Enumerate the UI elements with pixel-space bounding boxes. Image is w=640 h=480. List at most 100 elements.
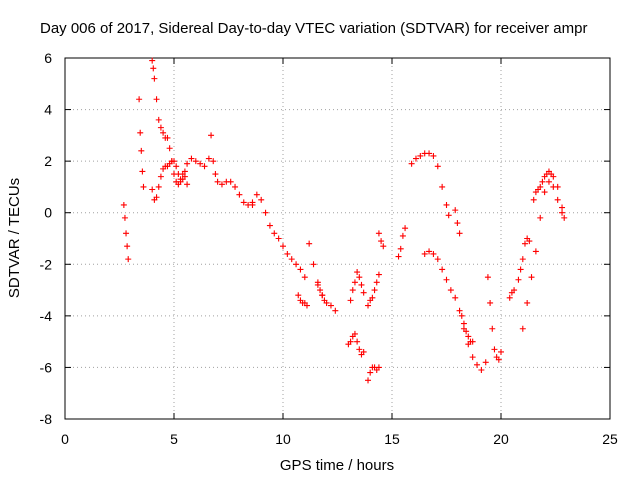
data-point bbox=[280, 243, 286, 250]
data-point bbox=[519, 256, 526, 263]
series-arc-13 bbox=[395, 225, 409, 260]
data-point bbox=[149, 57, 156, 64]
y-axis-label: SDTVAR / TECUs bbox=[6, 178, 23, 298]
data-point bbox=[434, 163, 441, 170]
data-point bbox=[306, 240, 313, 247]
data-point bbox=[554, 183, 561, 190]
series-arc-5 bbox=[249, 191, 339, 314]
data-point bbox=[452, 294, 459, 301]
data-point bbox=[519, 325, 526, 332]
data-point bbox=[327, 302, 334, 309]
data-point bbox=[561, 214, 568, 221]
series-arc-23 bbox=[530, 168, 566, 211]
data-point bbox=[469, 354, 476, 361]
data-point bbox=[249, 199, 256, 206]
data-point bbox=[554, 196, 561, 203]
x-tick-label: 20 bbox=[493, 431, 509, 447]
data-point bbox=[171, 158, 177, 165]
data-point bbox=[447, 287, 454, 294]
data-point bbox=[402, 225, 409, 232]
data-point bbox=[524, 299, 531, 306]
data-point bbox=[208, 132, 215, 139]
grid bbox=[65, 58, 610, 419]
data-point bbox=[426, 248, 433, 255]
data-point bbox=[184, 160, 191, 167]
data-point bbox=[160, 129, 167, 136]
data-point bbox=[136, 96, 143, 103]
data-point bbox=[123, 230, 130, 237]
data-point bbox=[541, 189, 548, 196]
data-point bbox=[179, 176, 186, 183]
data-point bbox=[443, 201, 450, 208]
data-series bbox=[120, 57, 568, 384]
series-arc-8 bbox=[347, 269, 367, 304]
data-point bbox=[367, 369, 374, 376]
data-point bbox=[253, 191, 260, 198]
data-point bbox=[434, 256, 441, 263]
data-point bbox=[478, 367, 485, 374]
data-point bbox=[284, 250, 291, 257]
data-point bbox=[184, 181, 191, 188]
data-point bbox=[371, 287, 378, 294]
data-point bbox=[526, 238, 533, 245]
data-point bbox=[491, 346, 498, 353]
series-arc-12 bbox=[375, 230, 387, 250]
series-arc-19 bbox=[506, 287, 518, 301]
data-point bbox=[150, 65, 157, 72]
data-point bbox=[173, 163, 180, 170]
data-point bbox=[288, 256, 295, 263]
data-point bbox=[347, 297, 354, 304]
data-point bbox=[489, 325, 496, 332]
series-arc-7 bbox=[314, 279, 328, 304]
y-tick-label: -4 bbox=[40, 308, 53, 324]
series-arc-3 bbox=[149, 57, 191, 188]
data-point bbox=[458, 312, 465, 319]
y-tick-label: 4 bbox=[44, 102, 52, 118]
chart-title: Day 006 of 2017, Sidereal Day-to-day VTE… bbox=[40, 20, 587, 37]
data-point bbox=[465, 333, 472, 340]
x-tick-label: 10 bbox=[275, 431, 291, 447]
data-point bbox=[506, 294, 513, 301]
data-point bbox=[495, 356, 502, 363]
data-point bbox=[347, 338, 354, 345]
data-point bbox=[293, 261, 300, 268]
data-point bbox=[474, 361, 481, 368]
data-point bbox=[121, 214, 128, 221]
data-point bbox=[530, 196, 537, 203]
data-point bbox=[358, 281, 365, 288]
data-point bbox=[155, 183, 162, 190]
data-point bbox=[236, 191, 243, 198]
data-point bbox=[124, 243, 131, 250]
data-point bbox=[303, 302, 310, 309]
data-point bbox=[445, 212, 452, 219]
series-arc-4 bbox=[149, 132, 256, 208]
data-point bbox=[349, 287, 356, 294]
data-point bbox=[456, 230, 463, 237]
data-point bbox=[537, 183, 544, 190]
series-arc-2 bbox=[136, 96, 147, 190]
data-point bbox=[258, 196, 265, 203]
data-point bbox=[365, 377, 372, 384]
data-point bbox=[262, 209, 269, 216]
data-point bbox=[175, 171, 182, 178]
y-tick-label: 0 bbox=[44, 205, 52, 221]
data-point bbox=[559, 209, 566, 216]
series-arc-18 bbox=[484, 274, 504, 363]
data-point bbox=[515, 276, 522, 283]
data-point bbox=[297, 266, 304, 273]
data-point bbox=[137, 129, 144, 136]
x-tick-label: 0 bbox=[61, 431, 69, 447]
data-point bbox=[545, 178, 552, 185]
data-point bbox=[157, 124, 164, 131]
data-point bbox=[151, 75, 158, 82]
series-arc-1 bbox=[120, 201, 132, 263]
data-point bbox=[210, 158, 217, 165]
data-point bbox=[397, 245, 404, 252]
data-point bbox=[120, 201, 127, 208]
data-point bbox=[192, 158, 199, 165]
data-point bbox=[155, 116, 162, 123]
data-point bbox=[314, 279, 321, 286]
data-point bbox=[319, 292, 326, 299]
data-point bbox=[332, 307, 339, 314]
